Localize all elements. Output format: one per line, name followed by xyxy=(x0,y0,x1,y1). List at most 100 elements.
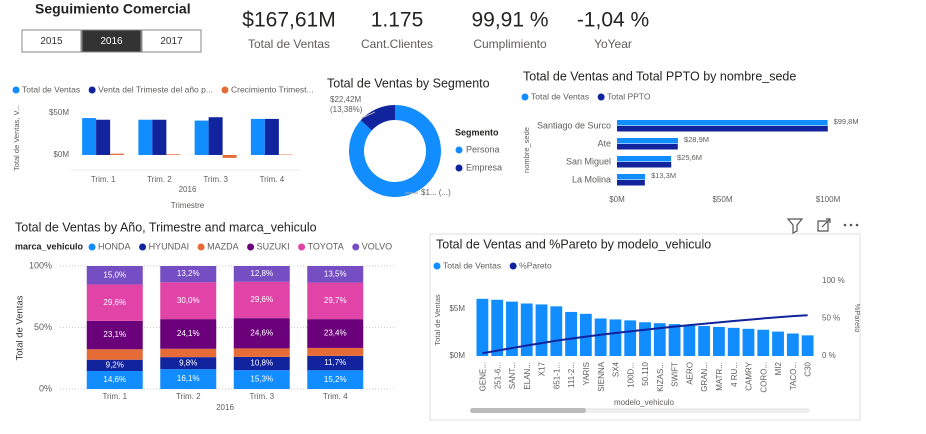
bar-segment xyxy=(233,266,290,282)
chart-title: Total de Ventas by Segmento xyxy=(327,76,490,90)
legend-label: HONDA xyxy=(98,241,131,251)
kpi-value: $167,61M xyxy=(242,9,335,32)
y2-tick-label: 100 % xyxy=(822,276,845,285)
legend-label: TOYOTA xyxy=(308,241,344,251)
kpi-value: 1.175 xyxy=(371,9,424,32)
data-label: $1... (...) xyxy=(421,188,451,197)
year-button[interactable] xyxy=(141,29,202,53)
bar-segment xyxy=(86,359,143,372)
legend-marker xyxy=(521,93,529,101)
legend-marker xyxy=(221,86,229,94)
y-tick-label: 0% xyxy=(39,383,52,393)
y2-tick-label: 50 % xyxy=(822,314,840,323)
focus-icon[interactable] xyxy=(817,218,831,232)
data-label: $13,3M xyxy=(651,171,676,180)
x-tick-label: 111-2... xyxy=(567,362,576,388)
data-label: 24,6% xyxy=(250,328,273,337)
legend-marker xyxy=(12,86,20,94)
data-label: 29,7% xyxy=(324,296,347,305)
bar xyxy=(617,156,672,162)
x-tick-label: Trim. 3 xyxy=(249,392,274,401)
bar-segment xyxy=(307,370,364,389)
bar xyxy=(617,180,645,186)
x-tick-label: Trim. 2 xyxy=(176,392,201,401)
dashboard-title: Seguimiento Comercial xyxy=(35,1,191,17)
bar xyxy=(491,299,504,356)
bar xyxy=(617,126,828,132)
bar xyxy=(506,301,518,356)
filter-icon[interactable] xyxy=(786,218,804,234)
data-label: 11,7% xyxy=(324,358,346,367)
x-axis-title: modelo_vehiculo xyxy=(614,398,675,407)
legend-label: Total de Ventas xyxy=(443,260,501,270)
chart-title: Total de Ventas and %Pareto by modelo_ve… xyxy=(436,237,711,251)
legend-title: Segmento xyxy=(455,127,499,137)
data-label: $22,42M (13,38%) xyxy=(330,95,363,114)
x-tick-label: Trim. 1 xyxy=(91,175,116,184)
bar xyxy=(520,303,533,356)
y-tick-label: Ate xyxy=(597,138,611,148)
bar-segment xyxy=(86,284,143,321)
x-group-label: 2016 xyxy=(216,403,234,412)
y-tick-label: Santiago de Surco xyxy=(537,120,611,130)
visual-icons[interactable] xyxy=(786,218,859,234)
year-button[interactable] xyxy=(21,29,82,53)
chart-title: Total de Ventas and Total PPTO by nombre… xyxy=(523,69,796,83)
bar xyxy=(683,325,696,356)
legend-label: Venta del Trimeste del año p... xyxy=(98,84,213,94)
scrollbar[interactable] xyxy=(470,408,810,413)
bar-segment xyxy=(160,266,217,283)
kpi-value: 99,91 % xyxy=(471,9,548,32)
legend-marker xyxy=(88,86,96,94)
x-tick-label: Trim. 2 xyxy=(147,175,172,184)
bar xyxy=(617,138,678,144)
bar xyxy=(579,313,592,356)
data-label: 23,4% xyxy=(324,329,347,338)
data-label: 13,2% xyxy=(177,269,200,278)
year-label: 2016 xyxy=(100,36,123,47)
bar xyxy=(668,324,681,356)
data-label: $28,9M xyxy=(684,135,709,144)
x-tick-label: SIENNA xyxy=(597,361,606,391)
year-label: 2017 xyxy=(160,36,183,47)
y2-axis-title: %Pareto xyxy=(853,304,862,333)
bar xyxy=(222,154,237,158)
leader-line xyxy=(361,111,376,119)
x-tick-label: GENE... xyxy=(479,362,488,391)
x-tick-label: SX4 xyxy=(612,361,621,377)
legend-label: HYUNDAI xyxy=(149,241,190,251)
data-label: 12,8% xyxy=(250,269,273,278)
bar-segment xyxy=(233,348,290,357)
legend-marker xyxy=(509,262,517,270)
bar xyxy=(786,333,799,356)
kpi-label: Cumplimiento xyxy=(473,37,547,51)
data-label: 15,2% xyxy=(324,375,347,384)
x-group-label: 2016 xyxy=(179,185,197,194)
legend-label: Total PPTO xyxy=(607,91,651,101)
y-axis-title: Total de Ventas, V... xyxy=(12,105,21,171)
more-icon[interactable] xyxy=(843,223,859,227)
bar xyxy=(264,118,279,155)
year-button[interactable] xyxy=(81,29,142,53)
x-tick-label: $50M xyxy=(712,195,732,204)
x-axis-title: Trimestre xyxy=(171,201,205,210)
bar xyxy=(594,318,607,356)
legend-label: Persona xyxy=(466,144,500,154)
data-label: 9,8% xyxy=(179,358,197,367)
bar-segment xyxy=(86,266,143,285)
kpi-label: YoYear xyxy=(594,37,632,51)
y-axis-title: Total de Ventas xyxy=(15,295,26,360)
x-tick-label: CAMRY xyxy=(745,361,754,390)
y-tick-label: $0M xyxy=(449,351,465,360)
legend-marker xyxy=(298,243,306,251)
chart-title: Total de Ventas by Año, Trimestre and ma… xyxy=(15,220,317,234)
x-tick-label: 100D... xyxy=(626,362,635,388)
legend-marker xyxy=(352,243,360,251)
bar-segment xyxy=(233,318,290,349)
bar xyxy=(617,120,828,126)
bar xyxy=(550,306,563,356)
bar xyxy=(208,117,223,155)
bar xyxy=(476,298,489,356)
legend-title: marca_vehiculo xyxy=(15,241,84,251)
x-tick-label: $100M xyxy=(816,195,841,204)
